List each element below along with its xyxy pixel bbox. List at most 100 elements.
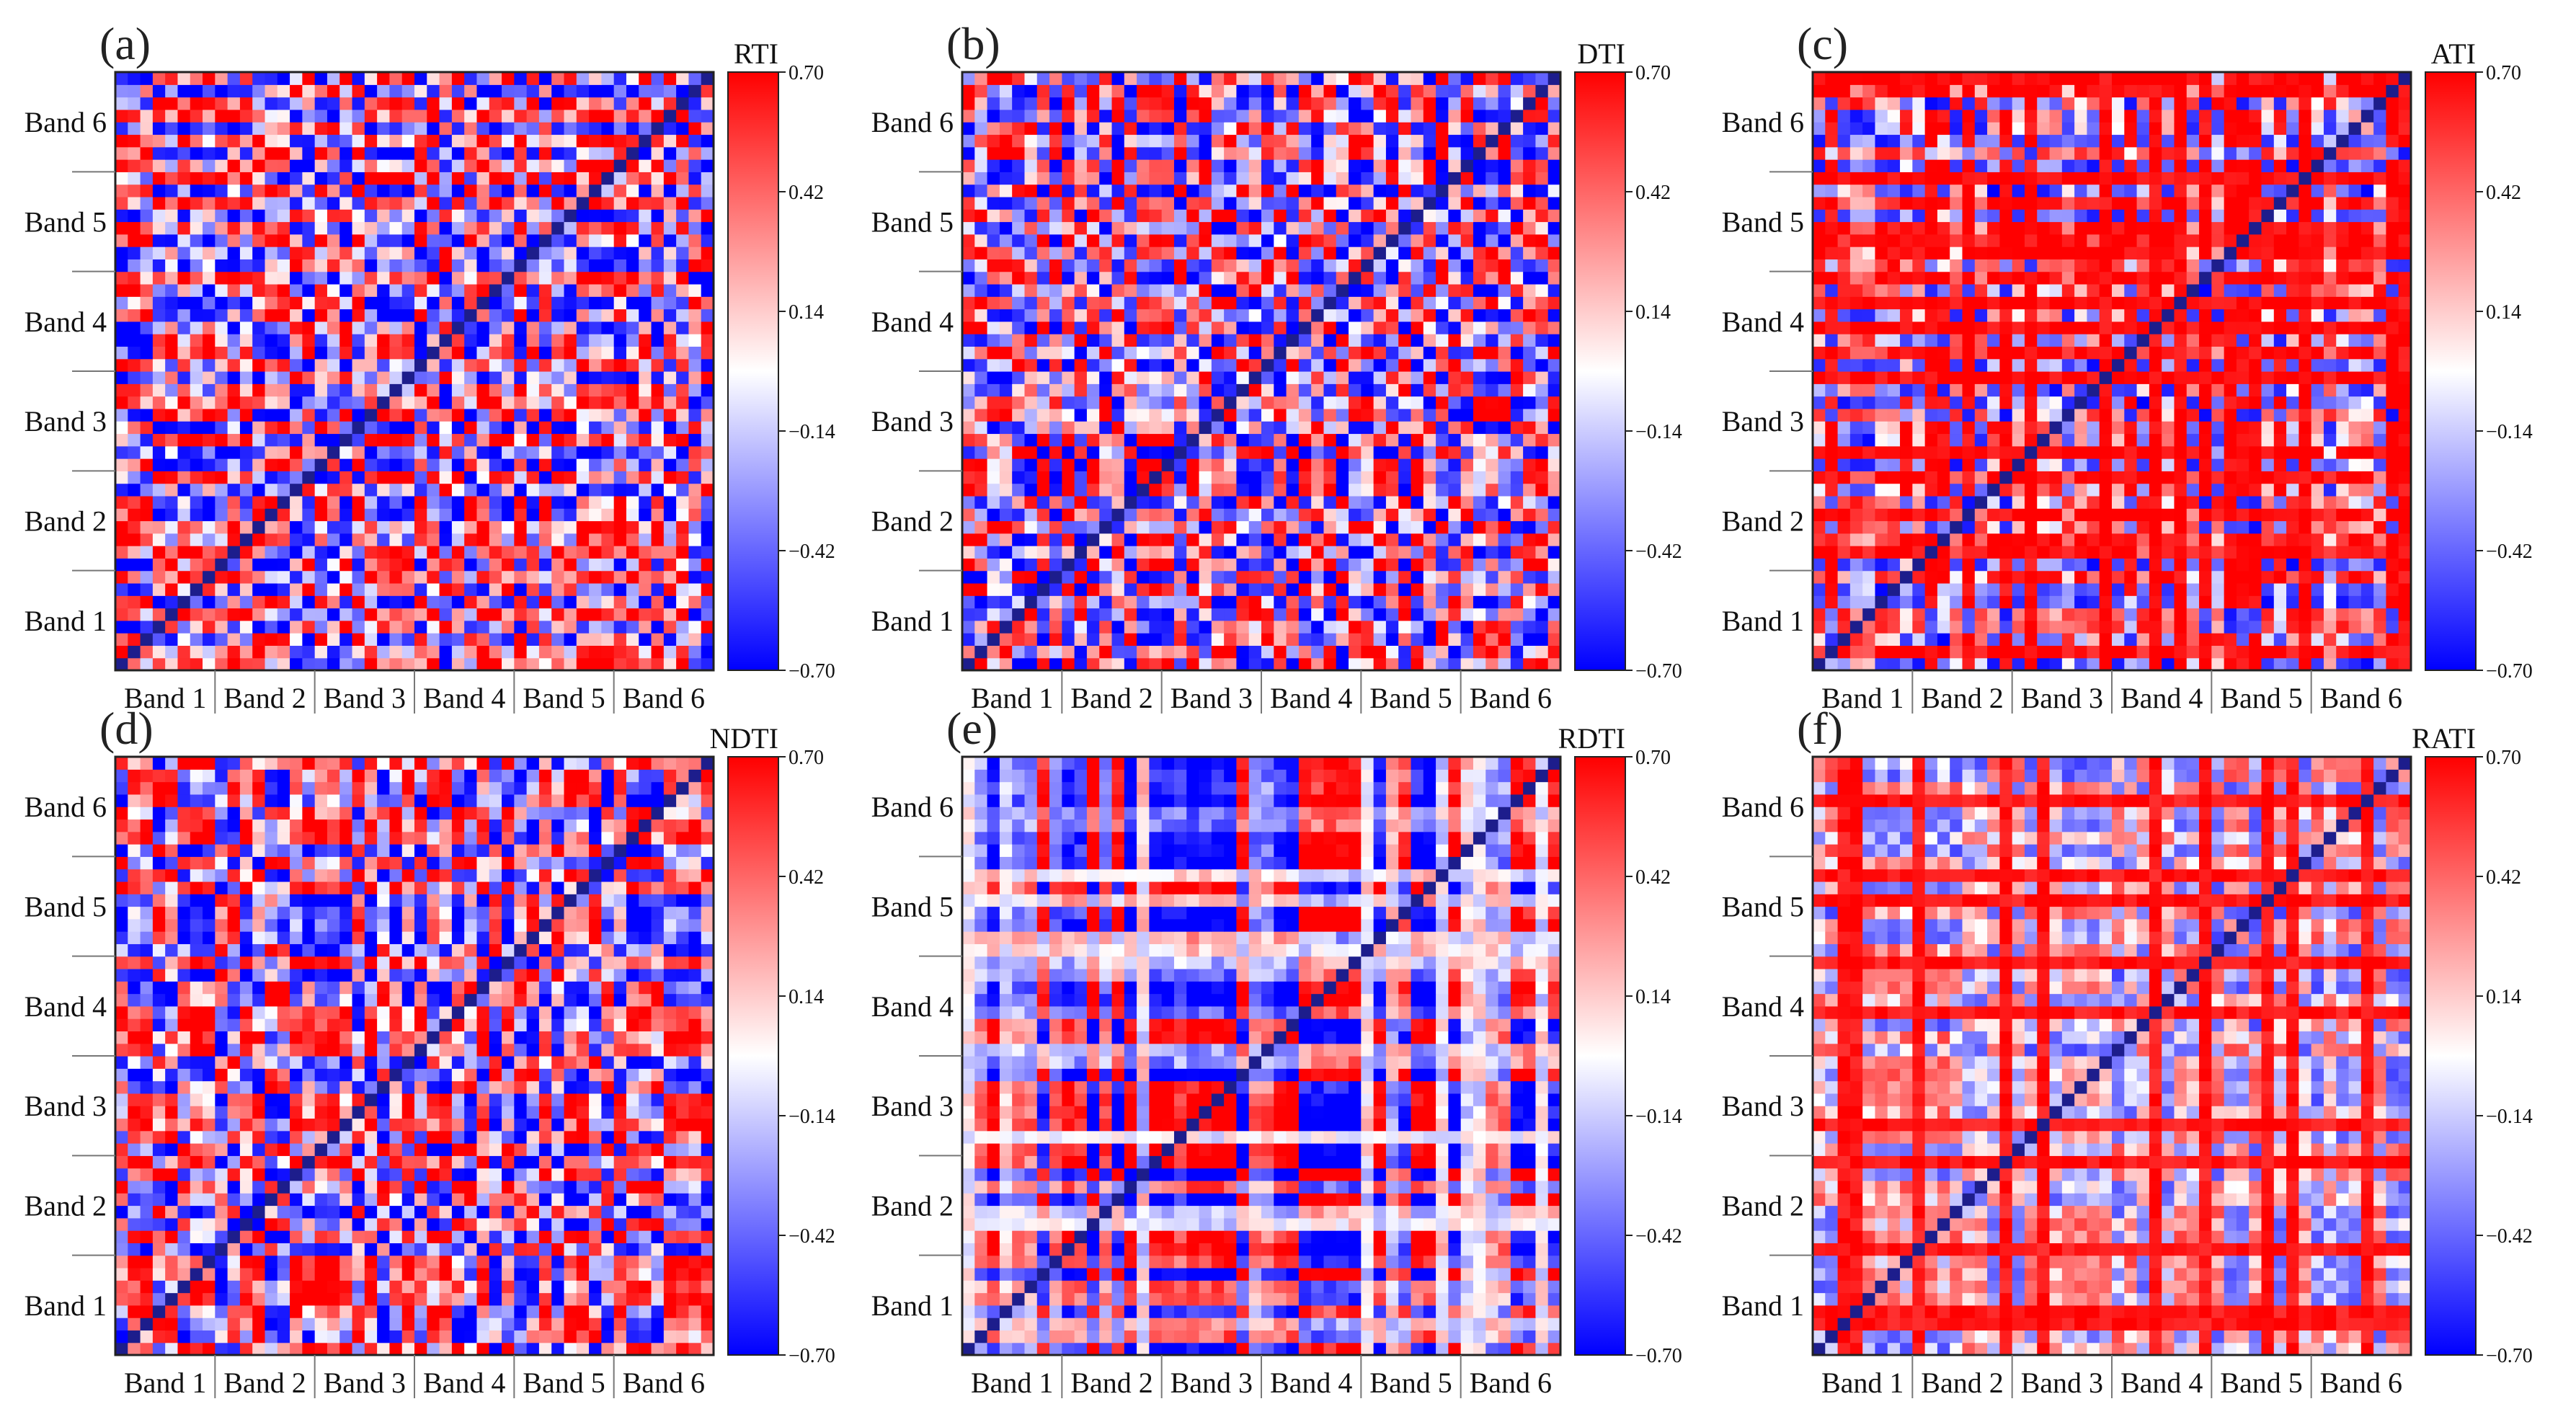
heatmap-cell — [464, 508, 478, 522]
heatmap-cell — [1336, 122, 1349, 135]
heatmap-cell — [962, 196, 975, 210]
heatmap-cell — [676, 558, 690, 572]
heatmap-cell — [502, 620, 515, 634]
heatmap-cell — [364, 620, 378, 634]
heatmap-cell — [1062, 159, 1075, 172]
heatmap-cell — [1473, 520, 1486, 534]
heatmap-cell — [514, 620, 528, 634]
heatmap-cell — [538, 209, 552, 223]
heatmap-cell — [2236, 645, 2249, 659]
heatmap-cell — [564, 259, 577, 272]
heatmap-cell — [1099, 396, 1113, 409]
heatmap-cell — [2136, 595, 2150, 609]
heatmap-cell — [302, 608, 316, 621]
heatmap-cell — [1385, 259, 1399, 272]
heatmap-cell — [1211, 346, 1225, 360]
heatmap-cell — [128, 259, 141, 272]
heatmap-cell — [1137, 445, 1150, 459]
heatmap-cell — [389, 558, 403, 572]
heatmap-cell — [327, 396, 340, 409]
heatmap-cell — [974, 495, 988, 509]
heatmap-cell — [1062, 421, 1075, 435]
heatmap-cell — [451, 97, 465, 110]
heatmap-cell — [1186, 633, 1200, 647]
heatmap-cell — [1224, 471, 1238, 484]
heatmap-cell — [1460, 296, 1474, 310]
heatmap-cell — [688, 608, 702, 621]
heatmap-cell — [999, 608, 1013, 621]
heatmap-cell — [1149, 495, 1163, 509]
heatmap-cell — [576, 234, 590, 247]
heatmap-cell — [1199, 246, 1212, 259]
heatmap-cell — [115, 433, 128, 447]
heatmap-cell — [1049, 408, 1062, 422]
heatmap-cell — [526, 196, 540, 210]
heatmap-cell — [290, 620, 303, 634]
heatmap-cell — [974, 520, 988, 534]
heatmap-cell — [676, 246, 690, 259]
heatmap-cell — [502, 184, 515, 197]
heatmap-cell — [974, 433, 988, 447]
heatmap-cell — [651, 134, 665, 148]
heatmap-cell — [1261, 308, 1274, 322]
heatmap-cell — [239, 483, 253, 497]
heatmap-cell — [2360, 657, 2374, 671]
heatmap-cell — [414, 520, 427, 534]
heatmap-cell — [663, 97, 677, 110]
heatmap-cell — [464, 582, 478, 596]
heatmap-cell — [1498, 471, 1511, 484]
heatmap-cell — [1498, 259, 1511, 272]
heatmap-cell — [564, 308, 577, 322]
heatmap-cell — [1323, 122, 1337, 135]
heatmap-cell — [551, 383, 565, 397]
heatmap-cell — [190, 508, 203, 522]
heatmap-cell — [1411, 546, 1424, 559]
heatmap-cell — [389, 321, 403, 334]
heatmap-cell — [252, 159, 266, 172]
heatmap-cell — [1311, 358, 1325, 372]
heatmap-cell — [1024, 246, 1038, 259]
heatmap-cell — [1086, 346, 1100, 360]
heatmap-cell — [401, 196, 415, 210]
heatmap-cell — [1248, 122, 1262, 135]
heatmap-cell — [1950, 608, 1963, 621]
heatmap-cell — [1124, 283, 1137, 297]
heatmap-cell — [1385, 595, 1399, 609]
heatmap-cell — [1349, 122, 1362, 135]
heatmap-cell — [489, 221, 502, 235]
heatmap-cell — [613, 433, 627, 447]
heatmap-cell — [190, 296, 203, 310]
heatmap-cell — [639, 134, 652, 148]
heatmap-cell — [152, 483, 166, 497]
heatmap-cell — [364, 146, 378, 160]
heatmap-cell — [1248, 396, 1262, 409]
heatmap-cell — [1298, 483, 1312, 497]
heatmap-cell — [2224, 645, 2237, 659]
heatmap-cell — [1349, 146, 1362, 160]
heatmap-cell — [2211, 645, 2225, 659]
heatmap-cell — [1161, 471, 1175, 484]
heatmap-cell — [239, 172, 253, 185]
heatmap-cell — [265, 445, 278, 459]
heatmap-cell — [2061, 595, 2075, 609]
heatmap-cell — [1323, 595, 1337, 609]
heatmap-cell — [377, 259, 391, 272]
heatmap-cell — [2049, 620, 2063, 634]
heatmap-cell — [1161, 570, 1175, 584]
heatmap-cell — [1460, 483, 1474, 497]
heatmap-cell — [2273, 657, 2287, 671]
heatmap-cell — [1149, 72, 1163, 85]
x-tick-label: Band 2 — [1070, 682, 1152, 714]
heatmap-cell — [1436, 221, 1449, 235]
heatmap-cell — [1286, 84, 1300, 98]
heatmap-cell — [215, 109, 228, 123]
heatmap-cell — [626, 72, 639, 85]
heatmap-cell — [1323, 97, 1337, 110]
heatmap-cell — [203, 271, 216, 285]
heatmap-cell — [1498, 122, 1511, 135]
heatmap-cell — [451, 358, 465, 372]
heatmap-cell — [439, 421, 453, 435]
heatmap-cell — [2174, 595, 2188, 609]
heatmap-cell — [414, 346, 427, 360]
heatmap-cell — [290, 334, 303, 347]
